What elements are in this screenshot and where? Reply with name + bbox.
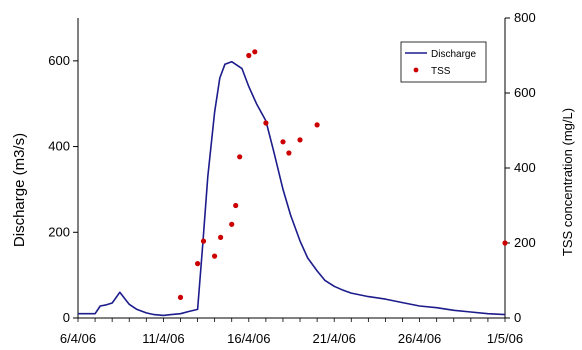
tss-point [314, 122, 320, 128]
x-tick-label: 26/4/06 [398, 331, 441, 346]
y-right-axis-title: TSS concentration (mg/L) [560, 108, 575, 256]
tss-point [280, 139, 286, 145]
tss-point [233, 202, 239, 209]
x-tick-label: 16/4/06 [227, 331, 270, 346]
y-right-tick-label: 600 [514, 85, 536, 100]
axis-ticks [73, 17, 510, 322]
tss-point [297, 137, 303, 143]
y-right-tick-label: 0 [514, 310, 521, 325]
legend-discharge-label: Discharge [431, 49, 476, 60]
y-left-tick-label: 200 [48, 224, 70, 239]
y-left-axis-title: Discharge (m3/s) [11, 133, 28, 247]
tss-point [200, 238, 207, 244]
legend: Discharge TSS [400, 41, 487, 83]
tss-point [286, 150, 292, 156]
y-left-tick-label: 0 [63, 310, 70, 325]
y-right-tick-label: 800 [514, 10, 536, 25]
tss-point [229, 221, 235, 227]
tss-point [195, 261, 201, 267]
tss-point [237, 154, 243, 160]
x-tick-label: 21/4/06 [313, 331, 356, 346]
tss-point [212, 253, 218, 259]
tss-point [252, 49, 258, 55]
legend-tss-label: TSS [431, 66, 451, 77]
tss-point [177, 294, 184, 300]
tss-point [263, 120, 269, 126]
y-left-tick-label: 400 [48, 139, 70, 154]
legend-box [400, 41, 487, 83]
tss-point [246, 52, 252, 59]
tss-point [502, 240, 508, 246]
series-layer [78, 49, 508, 317]
tick-labels: 0 200 400 600 0 200 400 600 800 6/4/06 11/4/06 16/4… [48, 10, 535, 346]
x-tick-label: 6/4/06 [60, 331, 96, 346]
x-tick-label: 11/4/06 [142, 331, 184, 346]
discharge-line [78, 60, 506, 317]
y-right-tick-label: 400 [514, 160, 536, 175]
tss-point [218, 234, 224, 240]
y-left-tick-label: 600 [48, 53, 70, 68]
legend-tss-swatch [413, 67, 419, 73]
x-tick-label: 1/5/06 [487, 331, 523, 346]
y-right-tick-label: 200 [514, 235, 536, 250]
